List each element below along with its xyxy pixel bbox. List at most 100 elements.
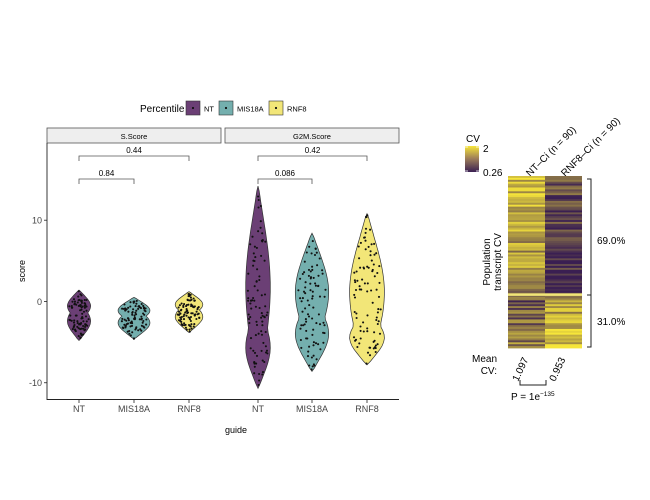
facet-strip-s [46, 127, 222, 144]
heatmap-cell [545, 304, 582, 307]
violin-point [138, 318, 141, 321]
violin-point [180, 318, 183, 321]
violin-point [259, 220, 262, 223]
violin-point [135, 309, 138, 312]
violin-point [69, 319, 72, 322]
violin-point [84, 328, 87, 331]
violin-point [254, 256, 257, 259]
heatmap-cell [545, 237, 582, 240]
mean-cv-label-line1: Mean [472, 354, 497, 365]
violin-point [312, 341, 315, 344]
violin-point [260, 349, 263, 352]
violin-point [261, 232, 264, 235]
violin-point [71, 328, 74, 331]
violin-point [82, 320, 85, 323]
comparison-brackets: 0.84 0.44 0.086 0.42 [78, 146, 368, 184]
violin-point [71, 300, 74, 303]
heatmap-cell [545, 306, 582, 309]
heatmap-cell [545, 323, 582, 326]
violin-point [82, 310, 86, 313]
violin-point [302, 324, 305, 327]
heatmap-cell [545, 283, 582, 286]
violin-point [258, 306, 261, 310]
violin-point [314, 342, 318, 345]
heatmap-cell [545, 176, 582, 179]
violin-point [378, 332, 382, 335]
violin-point [260, 312, 263, 315]
heatmap-cell [508, 216, 545, 219]
violin-point [192, 325, 195, 328]
heatmap-cell [545, 260, 582, 263]
heatmap-cell [545, 187, 582, 190]
violin-point [261, 324, 264, 327]
violin-point [254, 334, 257, 337]
violin-point [299, 297, 302, 300]
violin-point [318, 295, 322, 298]
violin-point [358, 257, 361, 260]
violin-point [188, 328, 191, 331]
violin-point [317, 284, 320, 287]
violin-point [75, 303, 78, 306]
violin-point [142, 325, 145, 328]
violin-point [354, 338, 358, 341]
violin-point [261, 371, 265, 374]
heatmap-cell [508, 298, 545, 301]
violin-point [311, 268, 314, 271]
violin-point [73, 319, 76, 322]
violin-point [180, 315, 183, 319]
violin-point [257, 195, 260, 198]
violin-point [182, 305, 185, 309]
violin-point [252, 264, 255, 267]
violin-point [193, 313, 196, 316]
violin-point [196, 313, 199, 316]
comparison-pvalue: 0.44 [126, 146, 142, 155]
heatmap-cell [545, 311, 582, 315]
violin-point [182, 315, 185, 318]
violin-point [369, 254, 372, 257]
violin-point [304, 281, 307, 284]
violin-point [353, 293, 356, 296]
violin-point [315, 251, 318, 254]
heatmap-cell [508, 214, 545, 217]
violin-point [84, 303, 87, 307]
violin-point [85, 320, 88, 323]
heatmap-cell [545, 315, 582, 318]
violin-point [77, 335, 80, 338]
violin-point [76, 322, 79, 325]
violin-point [311, 333, 314, 336]
violin-point [253, 245, 256, 248]
heatmap-cell [545, 336, 582, 339]
heatmap-cell [545, 330, 582, 334]
heatmap-cell [508, 197, 545, 200]
violin-point [76, 325, 79, 328]
violin-point [137, 305, 140, 308]
heatmap-cell [508, 338, 545, 341]
violin-point [323, 324, 326, 327]
violin-point [187, 303, 190, 306]
legend-item-mis18a: MIS18A [218, 100, 264, 116]
heatmap-cell [545, 223, 582, 227]
heatmap-cell [545, 183, 582, 186]
violin-point [306, 299, 309, 302]
violin-point [139, 328, 142, 331]
heatmap-cell [508, 342, 545, 345]
violin-point [304, 307, 307, 310]
violin-point [188, 330, 191, 333]
violin-point [306, 313, 310, 316]
violin-point [189, 296, 192, 299]
heatmap-cell [508, 246, 545, 250]
heatmap-cell [508, 328, 545, 332]
violin-point [310, 252, 313, 255]
violin-point [185, 328, 188, 331]
violin-point [377, 295, 381, 298]
violin-point [365, 216, 368, 219]
violin-point [318, 323, 322, 326]
violin-point [125, 308, 128, 311]
heatmap-cell [545, 281, 582, 284]
heatmap-cell [508, 283, 545, 286]
legend-label: MIS18A [237, 105, 264, 114]
violin-point [371, 268, 374, 271]
violin-point [250, 299, 253, 302]
comparison-bracket [257, 178, 313, 184]
